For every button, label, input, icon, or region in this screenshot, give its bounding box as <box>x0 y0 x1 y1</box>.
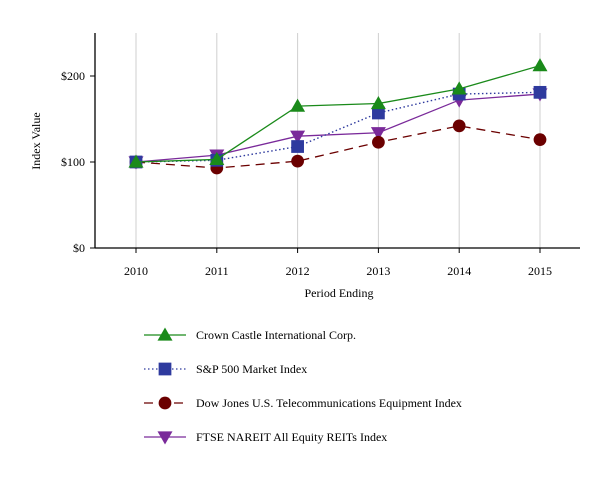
legend-item: Crown Castle International Corp. <box>140 318 570 352</box>
data-point <box>291 155 304 168</box>
series-group <box>129 58 548 174</box>
data-point <box>534 133 547 146</box>
y-tick-label: $0 <box>73 241 85 255</box>
data-point <box>290 99 305 112</box>
x-tick-label: 2011 <box>205 264 229 278</box>
axes <box>90 33 580 253</box>
series-3 <box>129 88 548 169</box>
series-line <box>136 66 540 162</box>
legend-swatch <box>140 352 190 382</box>
grid-lines <box>136 33 540 248</box>
legend-label: FTSE NAREIT All Equity REITs Index <box>196 430 387 445</box>
legend-marker <box>159 363 172 376</box>
legend-marker <box>158 328 173 341</box>
legend-swatch <box>140 386 190 416</box>
data-point <box>372 136 385 149</box>
line-chart: $0 $100 $200 2010 2011 2012 2013 2014 2015 Perio… <box>0 0 613 310</box>
x-tick-label: 2015 <box>528 264 552 278</box>
legend-label: Crown Castle International Corp. <box>196 328 356 343</box>
legend-swatch <box>140 420 190 450</box>
x-tick-label: 2013 <box>366 264 390 278</box>
legend-label: Dow Jones U.S. Telecommunications Equipm… <box>196 396 462 411</box>
x-tick-label: 2012 <box>286 264 310 278</box>
legend-item: S&P 500 Market Index <box>140 352 570 386</box>
data-point <box>453 120 466 133</box>
x-tick-label: 2014 <box>447 264 471 278</box>
legend-item: Dow Jones U.S. Telecommunications Equipm… <box>140 386 570 420</box>
x-tick-label: 2010 <box>124 264 148 278</box>
y-axis-title: Index Value <box>29 112 43 169</box>
series-line <box>136 126 540 168</box>
tick-labels: $0 $100 $200 2010 2011 2012 2013 2014 2015 <box>61 69 552 278</box>
legend-marker <box>158 431 173 444</box>
x-axis-title: Period Ending <box>305 286 374 300</box>
data-point <box>534 86 547 99</box>
legend: Crown Castle International Corp. S&P 500 … <box>140 318 570 454</box>
y-tick-label: $100 <box>61 155 85 169</box>
legend-marker <box>159 397 172 410</box>
data-point <box>533 58 548 71</box>
legend-label: S&P 500 Market Index <box>196 362 307 377</box>
data-point <box>291 140 304 153</box>
legend-item: FTSE NAREIT All Equity REITs Index <box>140 420 570 454</box>
y-tick-label: $200 <box>61 69 85 83</box>
legend-swatch <box>140 318 190 348</box>
series-2 <box>130 120 547 175</box>
